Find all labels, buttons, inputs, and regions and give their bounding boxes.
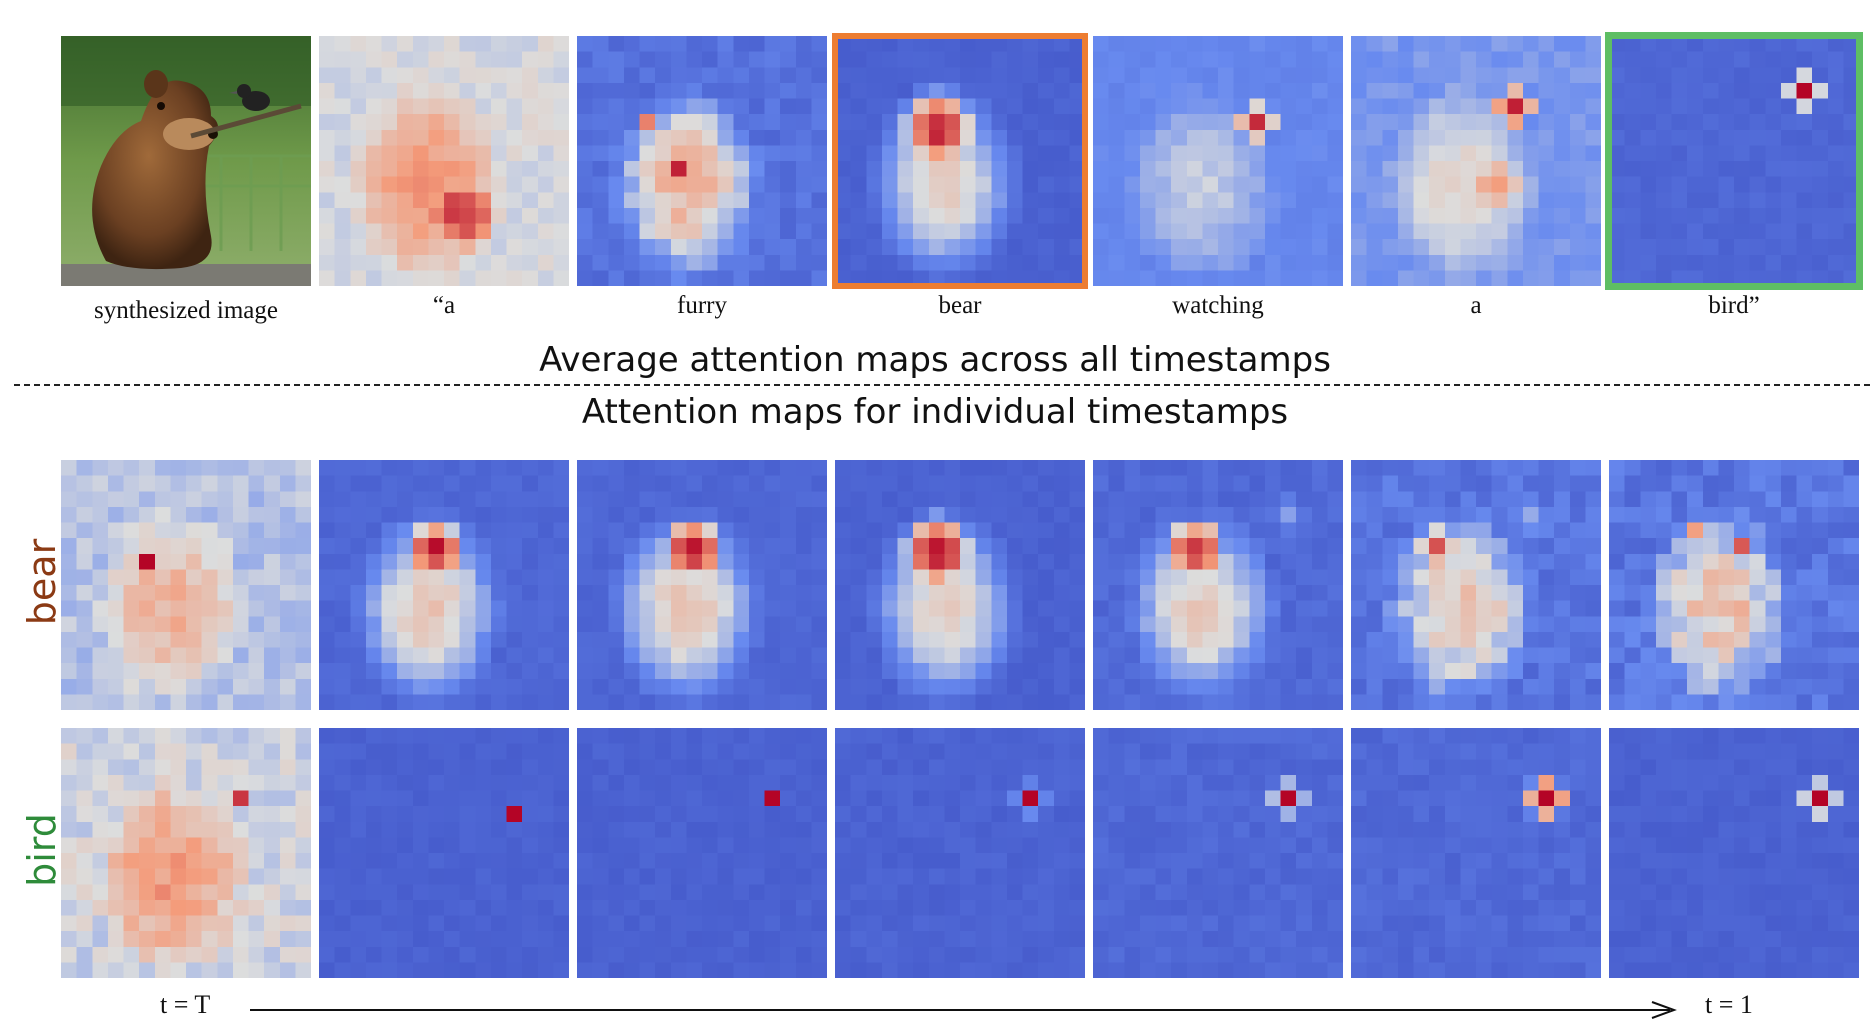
bear-map-t3	[577, 460, 827, 710]
heading-individual: Attention maps for individual timestamps	[581, 392, 1289, 432]
token-caption: watching	[1172, 292, 1264, 319]
token-caption: “a	[432, 292, 456, 319]
bird-map-t5	[1093, 728, 1343, 978]
bear-map-t6	[1351, 460, 1601, 710]
dashed-divider	[14, 384, 1870, 386]
bird-map-t7	[1609, 728, 1859, 978]
token-caption: bear	[938, 292, 982, 319]
row-label-bird: bird	[20, 813, 64, 887]
bird-map-t1	[61, 728, 311, 978]
time-end-label: t = 1	[1705, 990, 1753, 1019]
token-caption: furry	[677, 292, 727, 319]
bear-map-t5	[1093, 460, 1343, 710]
token-caption: bird”	[1708, 292, 1760, 319]
bear-map-t4	[835, 460, 1085, 710]
avg-map-a-open	[319, 36, 569, 286]
time-start-label: t = T	[160, 990, 211, 1019]
avg-map-bear	[832, 33, 1088, 289]
time-arrow	[250, 1001, 1677, 1019]
row-label-bear: bear	[20, 538, 64, 626]
token-caption: a	[1470, 292, 1482, 319]
avg-map-watching	[1093, 36, 1343, 286]
avg-map-bird	[1605, 32, 1863, 290]
bird-map-t6	[1351, 728, 1601, 978]
avg-map-furry	[577, 36, 827, 286]
bear-map-t1	[61, 460, 311, 710]
heading-average: Average attention maps across all timest…	[539, 340, 1331, 380]
synthesized-image	[61, 36, 311, 286]
bird-map-t2	[319, 728, 569, 978]
bird-map-t4	[835, 728, 1085, 978]
bird-map-t3	[577, 728, 827, 978]
avg-map-a	[1351, 36, 1601, 286]
caption-synthesized-image: synthesized image	[94, 297, 278, 324]
bear-map-t2	[319, 460, 569, 710]
bear-map-t7	[1609, 460, 1859, 710]
